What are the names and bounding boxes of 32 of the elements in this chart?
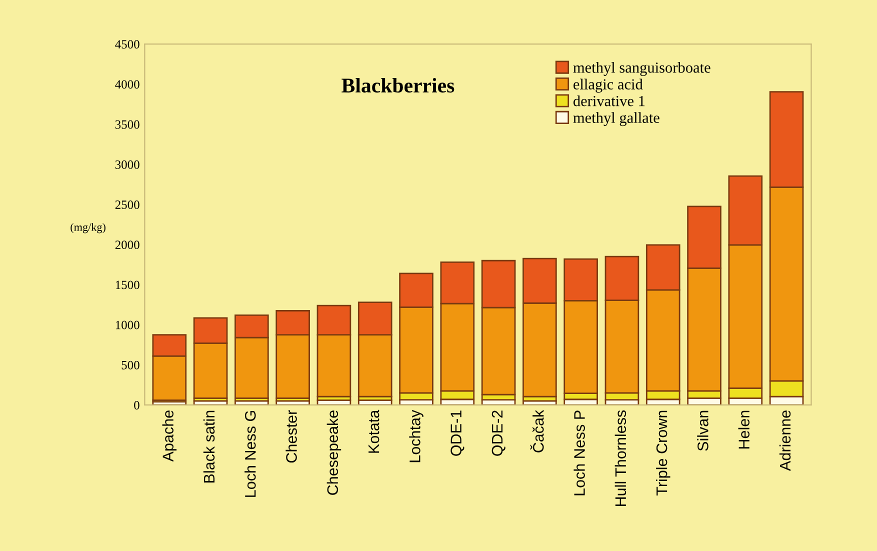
legend-label: ellagic acid <box>574 78 643 93</box>
x-tick-label: Silvan <box>697 410 708 451</box>
y-tick-label: 3500 <box>115 120 140 129</box>
x-tick-label: Helen <box>738 410 750 449</box>
x-tick-label: Adrienne <box>779 410 791 471</box>
y-axis-title: (mg/kg) <box>70 223 106 234</box>
x-tick-label: Loch Ness P <box>574 410 585 496</box>
x-tick-label: Lochtay <box>409 410 424 462</box>
x-tick-label: Apache <box>162 410 177 462</box>
x-tick-label: Kotata <box>368 410 380 453</box>
x-tick-label: Triple Crown <box>656 410 670 496</box>
y-tick-label: 1500 <box>116 280 140 290</box>
legend-label: derivative 1 <box>573 95 645 106</box>
y-tick-label: 0 <box>134 401 140 410</box>
x-tick-label: Chesepeake <box>326 410 342 495</box>
x-tick-label: Loch Ness G <box>244 410 256 497</box>
x-tick-label: QDE-1 <box>450 410 464 456</box>
x-tick-label: Chester <box>286 410 297 463</box>
legend-label: methyl sanguisorboate <box>573 62 710 76</box>
y-tick-label: 2000 <box>115 240 140 250</box>
y-tick-label: 2500 <box>115 200 140 209</box>
x-tick-label: Hull Thornless <box>614 410 626 506</box>
y-tick-label: 3000 <box>115 160 140 169</box>
y-tick-label: 4000 <box>115 80 140 89</box>
x-tick-label: Čačak <box>530 410 544 452</box>
x-tick-label: QDE-2 <box>492 410 506 456</box>
text: Blackberries <box>342 78 454 93</box>
y-tick-label: 1000 <box>116 320 140 330</box>
y-tick-label: 4500 <box>115 40 140 49</box>
x-tick-label: Black satin <box>203 410 215 482</box>
legend-label: methyl gallate <box>573 112 660 126</box>
y-tick-label: 500 <box>122 360 140 370</box>
